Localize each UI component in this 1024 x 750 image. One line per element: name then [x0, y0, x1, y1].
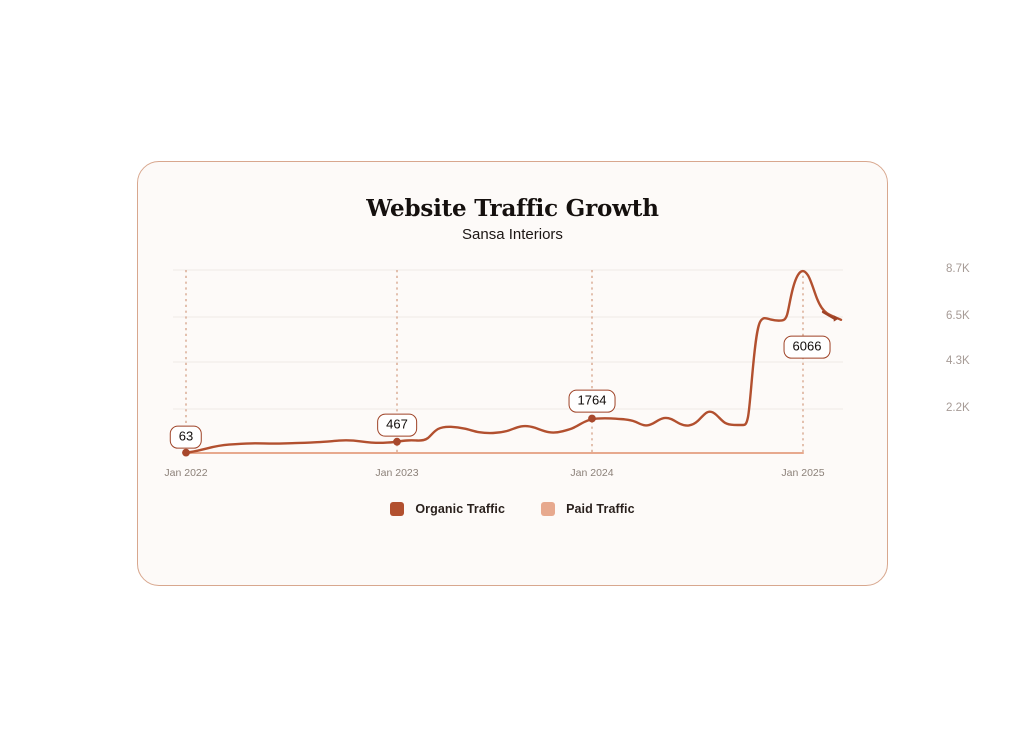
legend-swatch-paid-icon [541, 502, 556, 516]
page-title: Website Traffic Growth [366, 195, 659, 222]
chart-plot-area: 63 467 1764 6066 [169, 262, 843, 457]
y-axis-tick-6500: 6.5K [946, 310, 970, 322]
gridlines-horizontal [173, 269, 843, 410]
value-callout-1764: 1764 [568, 389, 616, 413]
y-axis-tick-2200: 2.2K [946, 402, 970, 414]
line-chart-svg [173, 269, 843, 457]
x-axis-labels: Jan 2022 Jan 2023 Jan 2024 Jan 2025 [164, 467, 843, 485]
gridlines-vertical-years [185, 270, 804, 454]
endpoint-arrow-icon [821, 310, 840, 322]
legend-label-organic: Organic Traffic [415, 502, 506, 516]
x-axis-tick-jan-2025: Jan 2025 [781, 467, 825, 479]
y-axis-labels: 8.7K 6.5K 4.3K 2.2K [946, 262, 1006, 454]
x-axis-tick-jan-2023: Jan 2023 [375, 467, 419, 479]
chart-legend: Organic Traffic Paid Traffic [138, 502, 887, 516]
x-axis-tick-jan-2022: Jan 2022 [164, 467, 208, 479]
legend-label-paid: Paid Traffic [566, 502, 635, 516]
series-line-organic-traffic [184, 269, 843, 454]
legend-swatch-organic-icon [390, 502, 405, 516]
page-subtitle: Sansa Interiors [462, 226, 563, 243]
x-axis-tick-jan-2024: Jan 2024 [570, 467, 614, 479]
value-callout-467: 467 [377, 413, 417, 437]
value-callout-63: 63 [169, 425, 203, 449]
legend-item-paid-traffic[interactable]: Paid Traffic [541, 502, 635, 516]
legend-item-organic-traffic[interactable]: Organic Traffic [390, 502, 505, 516]
y-axis-tick-4300: 4.3K [946, 355, 970, 367]
data-point-markers [182, 414, 596, 457]
chart-card: Website Traffic Growth Sansa Interiors [137, 161, 970, 586]
y-axis-tick-8700: 8.7K [946, 263, 970, 275]
value-callout-6066: 6066 [783, 335, 831, 359]
